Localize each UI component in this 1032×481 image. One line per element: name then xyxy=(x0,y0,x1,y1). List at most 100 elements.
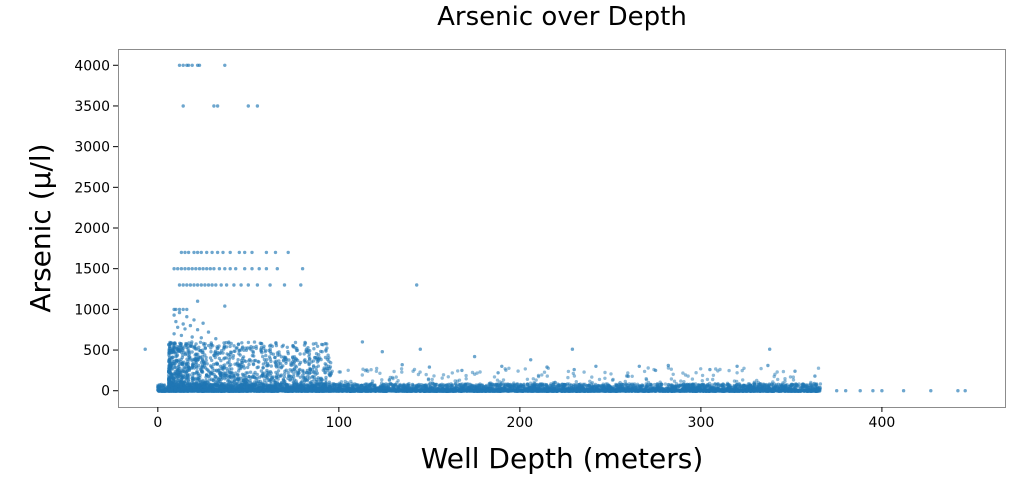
data-point xyxy=(188,323,193,328)
data-point xyxy=(181,322,185,326)
data-point xyxy=(190,267,194,271)
data-point xyxy=(360,340,365,344)
data-point xyxy=(750,385,754,389)
data-point xyxy=(403,388,408,392)
data-point xyxy=(243,267,247,271)
data-point xyxy=(212,267,216,271)
data-point xyxy=(264,267,269,271)
data-point xyxy=(176,325,180,329)
data-point xyxy=(223,63,227,67)
data-point xyxy=(197,267,202,271)
data-point xyxy=(172,332,176,336)
data-point xyxy=(239,283,243,287)
data-point xyxy=(472,354,477,359)
data-point xyxy=(174,319,178,324)
data-point xyxy=(177,283,182,287)
data-point xyxy=(192,250,196,255)
data-point xyxy=(380,350,384,354)
data-point xyxy=(219,283,223,287)
data-point xyxy=(177,310,182,315)
data-point xyxy=(206,283,211,287)
data-point xyxy=(194,267,198,271)
data-point xyxy=(351,385,356,389)
data-point xyxy=(143,347,147,351)
data-point xyxy=(221,250,225,255)
data-point xyxy=(640,383,644,387)
data-point xyxy=(192,318,196,322)
data-point xyxy=(768,347,772,351)
data-point xyxy=(275,267,279,271)
data-point xyxy=(400,363,404,367)
data-point xyxy=(415,283,419,287)
data-point xyxy=(802,389,806,393)
data-point xyxy=(250,267,254,271)
data-point xyxy=(703,385,707,390)
data-point xyxy=(179,267,184,271)
data-point xyxy=(300,267,305,271)
data-point xyxy=(594,364,598,368)
data-point xyxy=(201,267,205,271)
data-point xyxy=(570,347,575,351)
data-point xyxy=(181,283,185,287)
data-point xyxy=(186,250,191,255)
data-point xyxy=(223,267,227,271)
data-point xyxy=(199,250,203,255)
data-point xyxy=(195,250,200,255)
data-point xyxy=(347,386,351,390)
data-point xyxy=(484,384,488,389)
data-point xyxy=(708,367,712,372)
data-point xyxy=(716,387,720,391)
data-point xyxy=(710,383,714,387)
data-point xyxy=(462,387,466,392)
data-point xyxy=(572,367,576,372)
data-point xyxy=(745,389,749,393)
data-point xyxy=(642,387,646,391)
data-point xyxy=(815,389,820,393)
data-point xyxy=(286,250,290,255)
data-point xyxy=(518,386,523,390)
data-point xyxy=(197,63,202,67)
data-point xyxy=(299,283,303,287)
data-point xyxy=(223,304,227,308)
data-point xyxy=(172,313,176,317)
data-point xyxy=(215,250,220,255)
data-point xyxy=(181,63,185,67)
data-point xyxy=(529,358,533,362)
data-point xyxy=(232,283,236,287)
data-point xyxy=(183,250,187,255)
data-point xyxy=(186,267,191,271)
data-point xyxy=(199,336,203,340)
data-point xyxy=(237,250,241,255)
data-point xyxy=(192,283,196,287)
data-point xyxy=(157,389,161,393)
data-point xyxy=(185,315,189,319)
data-point xyxy=(195,283,200,287)
data-point xyxy=(214,337,218,341)
data-point xyxy=(217,267,222,271)
data-point xyxy=(766,363,770,368)
data-point xyxy=(818,382,823,386)
data-point xyxy=(176,267,180,271)
data-point xyxy=(250,250,254,255)
data-point xyxy=(632,382,637,386)
data-point xyxy=(418,347,422,351)
data-point xyxy=(602,386,606,390)
data-point xyxy=(190,63,194,67)
data-point xyxy=(212,104,216,108)
data-point xyxy=(639,386,643,391)
data-point xyxy=(185,307,189,312)
data-point xyxy=(181,104,185,108)
data-point xyxy=(208,267,212,271)
data-point xyxy=(177,307,182,312)
data-point xyxy=(454,384,459,388)
data-point xyxy=(234,267,238,271)
data-point xyxy=(273,250,278,255)
data-point xyxy=(205,267,209,271)
data-point xyxy=(666,363,670,368)
data-point xyxy=(555,386,559,391)
data-point xyxy=(201,321,205,325)
chart-title: Arsenic over Depth xyxy=(437,2,687,32)
data-point xyxy=(206,330,211,334)
data-point xyxy=(522,382,526,386)
data-point xyxy=(203,283,207,287)
